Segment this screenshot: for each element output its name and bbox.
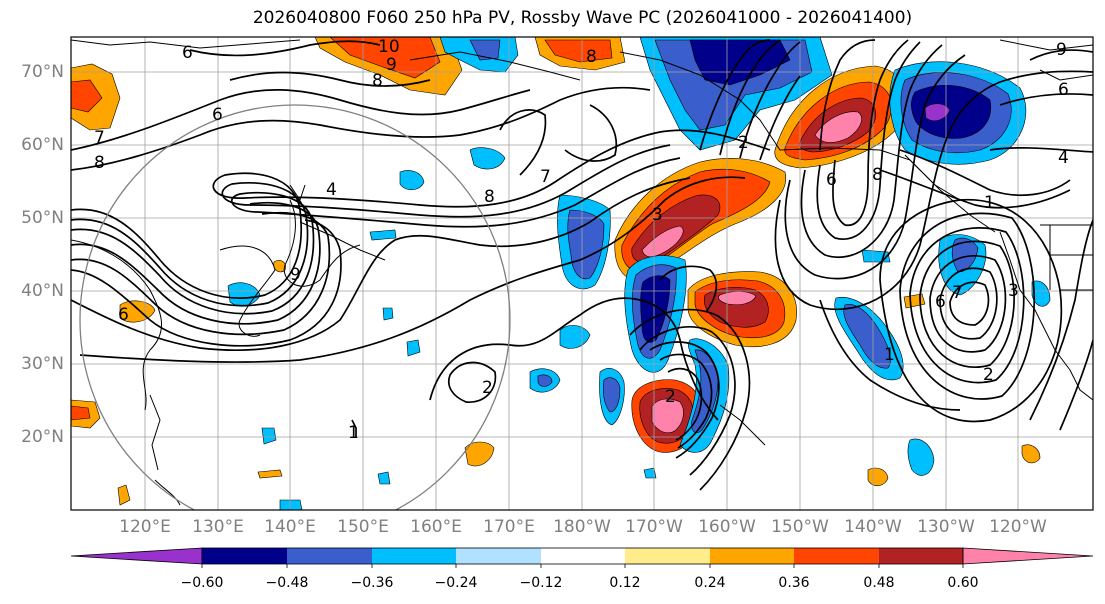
lon-label-170w: 170°W <box>625 517 683 537</box>
lon-label-150e: 150°E <box>337 517 389 537</box>
lon-label-160e: 160°E <box>410 517 462 537</box>
lon-label-140e: 140°E <box>264 517 316 537</box>
contour-label: 8 <box>94 153 105 173</box>
lat-label-70n: 70°N <box>21 62 64 82</box>
contour-label: 10 <box>378 37 400 57</box>
colorbar-tick-label: −0.12 <box>519 575 563 591</box>
map-frame <box>70 36 1094 511</box>
lat-label-20n: 20°N <box>21 427 64 447</box>
contour-label: 3 <box>1008 281 1019 301</box>
colorbar-bin <box>287 548 372 564</box>
colorbar-extend-low <box>70 547 203 565</box>
positive-anomaly-shading <box>71 37 1041 506</box>
contour-label: 7 <box>94 128 105 148</box>
contour-label: 2 <box>482 378 493 398</box>
contour-label: 8 <box>586 47 597 67</box>
contour-label: 8 <box>872 165 883 185</box>
pv-contours <box>71 39 1093 491</box>
contour-label: 9 <box>1056 40 1067 60</box>
contour-label: 6 <box>212 105 223 125</box>
colorbar-bin <box>625 548 710 564</box>
colorbar-bin <box>541 548 625 564</box>
colorbar-tick-label: 0.48 <box>863 575 895 591</box>
lon-label-130e: 130°E <box>192 517 244 537</box>
contour-label: 8 <box>372 71 383 91</box>
contour-label: 1 <box>348 423 359 443</box>
contour-label: 6 <box>826 170 837 190</box>
contour-label: 6 <box>935 292 946 312</box>
lon-label-150w: 150°W <box>771 517 829 537</box>
colorbar-tick-label: −0.60 <box>180 575 224 591</box>
colorbar-tick-label: −0.24 <box>434 575 478 591</box>
reference-circle <box>79 104 511 510</box>
map-title: 2026040800 F060 250 hPa PV, Rossby Wave … <box>252 8 913 28</box>
colorbar-tick-label: 0.12 <box>609 575 641 591</box>
lat-label-40n: 40°N <box>21 281 64 301</box>
contour-label: 4 <box>326 180 337 200</box>
colorbar-bin <box>879 548 963 564</box>
lon-label-120w: 120°W <box>989 517 1047 537</box>
lon-label-170e: 170°E <box>483 517 535 537</box>
colorbar <box>70 547 1094 568</box>
contour-label: 2 <box>983 365 994 385</box>
colorbar-tick-label: 0.36 <box>778 575 810 591</box>
contour-label: 2 <box>665 387 676 407</box>
contour-label: 4 <box>1058 148 1069 168</box>
colorbar-bin <box>372 548 456 564</box>
colorbar-bin <box>794 548 879 564</box>
colorbar-bin <box>710 548 794 564</box>
contour-label: 6 <box>1058 80 1069 100</box>
contour-labels: 6 10 9 8 8 6 7 8 4 8 7 3 2 6 8 9 6 4 1 7… <box>94 37 1069 443</box>
colorbar-tick-label: −0.36 <box>350 575 394 591</box>
lon-label-130w: 130°W <box>917 517 975 537</box>
contour-label: 1 <box>984 193 995 213</box>
colorbar-extend-high <box>962 547 1094 565</box>
contour-label: 9 <box>290 265 301 285</box>
lat-label-50n: 50°N <box>21 208 64 228</box>
lon-label-140w: 140°W <box>844 517 902 537</box>
lon-label-160w: 160°W <box>698 517 756 537</box>
map-panel: 6 10 9 8 8 6 7 8 4 8 7 3 2 6 8 9 6 4 1 7… <box>71 37 1093 510</box>
contour-label: 7 <box>540 167 551 187</box>
lat-label-60n: 60°N <box>21 135 64 155</box>
lon-label-120e: 120°E <box>119 517 171 537</box>
contour-label: 3 <box>652 205 663 225</box>
contour-label: 1 <box>884 345 895 365</box>
contour-label: 9 <box>386 55 397 75</box>
contour-label: 7 <box>952 283 963 303</box>
colorbar-bin <box>202 548 287 564</box>
colorbar-bin <box>456 548 541 564</box>
graticule <box>71 37 1093 510</box>
contour-label: 2 <box>738 133 749 153</box>
colorbar-tick-label: −0.48 <box>265 575 309 591</box>
contour-label: 8 <box>484 187 495 207</box>
contour-label: 6 <box>182 43 193 63</box>
colorbar-tick-label: 0.24 <box>694 575 726 591</box>
contour-label: 6 <box>118 305 129 325</box>
colorbar-tick-label: 0.60 <box>947 575 979 591</box>
lat-label-30n: 30°N <box>21 354 64 374</box>
lon-label-180w: 180°W <box>553 517 611 537</box>
